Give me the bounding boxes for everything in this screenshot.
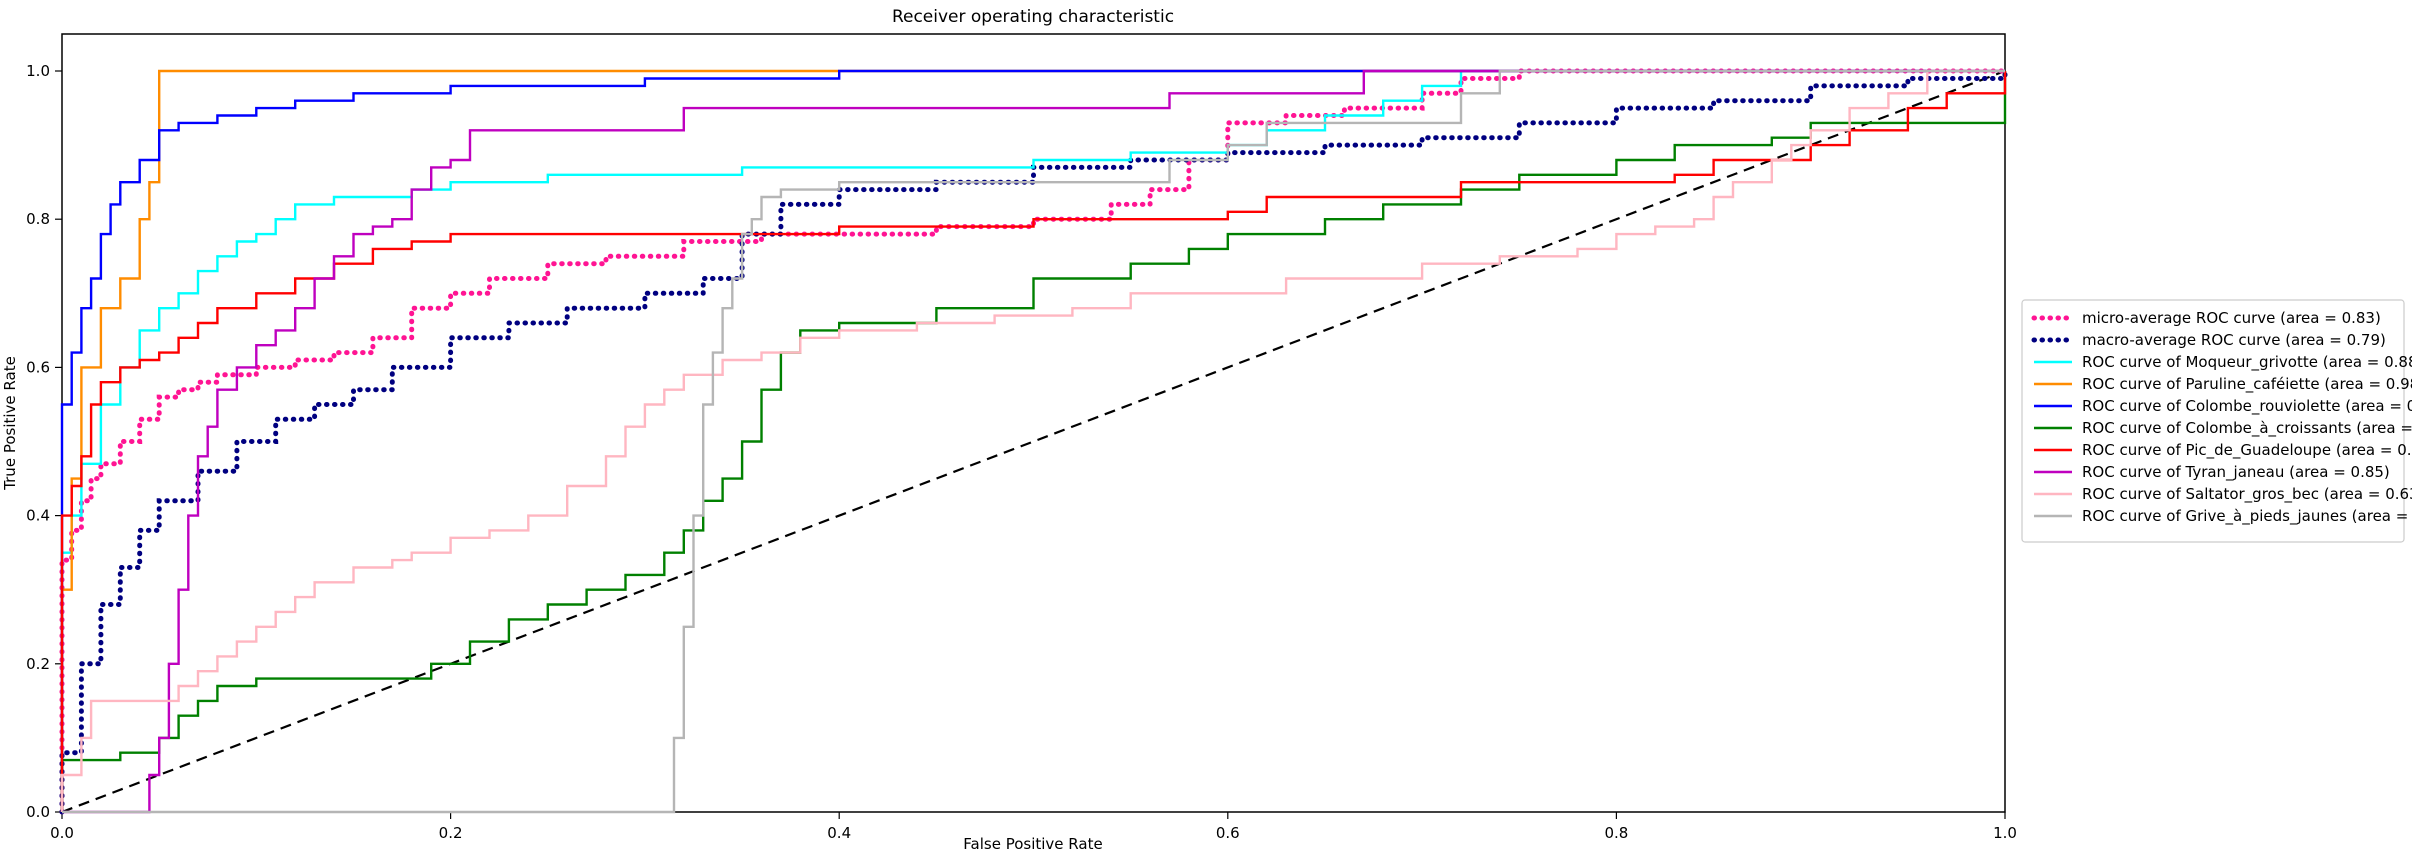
legend-box <box>2021 299 2405 543</box>
legend: micro-average ROC curve (area = 0.83) mac… <box>2021 299 2412 543</box>
x-tick-label: 1.0 <box>1993 824 2017 842</box>
y-tick-label: 0.6 <box>26 358 50 376</box>
chart-title: Receiver operating characteristic <box>892 7 1174 27</box>
roc-curve-tyran-janeau <box>62 69 2005 814</box>
legend-label-pic-de-guadeloupe: ROC curve of Pic_de_Guadeloupe (area = 0… <box>2082 441 2412 460</box>
legend-label-paruline-cafeiette: ROC curve of Paruline_caféiette (area = … <box>2082 375 2412 394</box>
roc-curve-pic-de-guadeloupe <box>60 71 2007 812</box>
legend-label-colombe-a-croissants: ROC curve of Colombe_à_croissants (area … <box>2082 419 2412 438</box>
y-tick-label: 0.2 <box>26 655 50 673</box>
x-axis-label: False Positive Rate <box>963 835 1102 853</box>
y-tick-label: 0.0 <box>26 803 50 821</box>
y-axis-label: True Positive Rate <box>1 356 19 491</box>
legend-label-saltator-gros-bec: ROC curve of Saltator_gros_bec (area = 0… <box>2082 485 2412 504</box>
plot-area: 0.0 0.2 0.4 0.6 0.8 1.0 0.0 0.2 0.4 0.6 0.8 1.0 <box>26 33 2017 842</box>
roc-curve-colombe-rouviolette <box>60 69 2005 812</box>
chance-diagonal-line <box>61 69 2006 814</box>
legend-label-colombe-rouviolette: ROC curve of Colombe_rouviolette (area =… <box>2082 397 2412 416</box>
roc-curve-grive-a-pieds-jaunes <box>62 69 2005 814</box>
legend-label-tyran-janeau: ROC curve of Tyran_janeau (area = 0.85) <box>2082 463 2390 482</box>
roc-curve-micro-average <box>59 68 2008 815</box>
y-tick-label: 1.0 <box>26 62 50 80</box>
roc-curve-macro-average <box>59 68 2008 815</box>
x-tick-label: 0.4 <box>827 824 851 842</box>
legend-label-moqueur-grivotte: ROC curve of Moqueur_grivotte (area = 0.… <box>2082 353 2412 372</box>
legend-label-macro-average: macro-average ROC curve (area = 0.79) <box>2082 331 2386 349</box>
roc-curve-saltator-gros-bec <box>60 69 2005 812</box>
legend-label-grive-a-pieds-jaunes: ROC curve of Grive_à_pieds_jaunes (area … <box>2082 507 2412 526</box>
legend-label-micro-average: micro-average ROC curve (area = 0.83) <box>2082 309 2381 327</box>
y-tick-label: 0.4 <box>26 507 50 525</box>
plot-frame <box>61 33 2006 813</box>
x-tick-label: 0.6 <box>1216 824 1240 842</box>
x-tick-label: 0.0 <box>50 824 74 842</box>
y-tick-label: 0.8 <box>26 210 50 228</box>
x-tick-label: 0.2 <box>439 824 463 842</box>
x-tick-label: 0.8 <box>1604 824 1628 842</box>
